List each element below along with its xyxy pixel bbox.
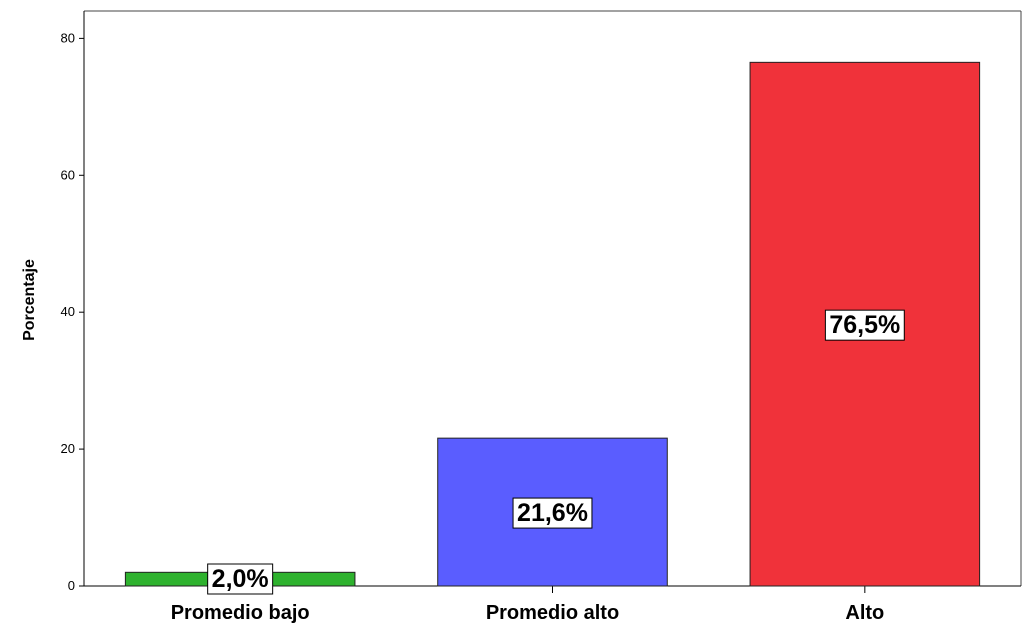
data-labels: 2,0% 21,6% 76,5% (207, 309, 905, 595)
data-label: 76,5% (824, 309, 905, 341)
y-tick-label: 60 (61, 167, 75, 182)
data-label-text: 76,5% (829, 311, 900, 339)
x-tick-label: Promedio bajo (171, 602, 310, 623)
x-tick-label: Promedio alto (486, 602, 619, 623)
y-tick-label: 0 (68, 578, 75, 593)
data-label: 2,0% (207, 563, 274, 595)
data-label-text: 21,6% (517, 499, 588, 527)
data-label: 21,6% (512, 497, 593, 529)
y-tick-label: 20 (61, 441, 75, 456)
data-label-box (207, 563, 274, 595)
data-label-box (512, 497, 593, 529)
x-axis: Promedio bajo Promedio alto Alto (171, 586, 884, 624)
data-label-text: 2,0% (212, 565, 269, 593)
data-label-box (824, 309, 905, 341)
y-tick-label: 40 (61, 304, 75, 319)
y-axis-title: Porcentaje (21, 259, 38, 341)
y-axis: 0 20 40 60 80 (61, 30, 84, 593)
y-tick-label: 80 (61, 30, 75, 45)
x-tick-label: Alto (845, 602, 884, 623)
